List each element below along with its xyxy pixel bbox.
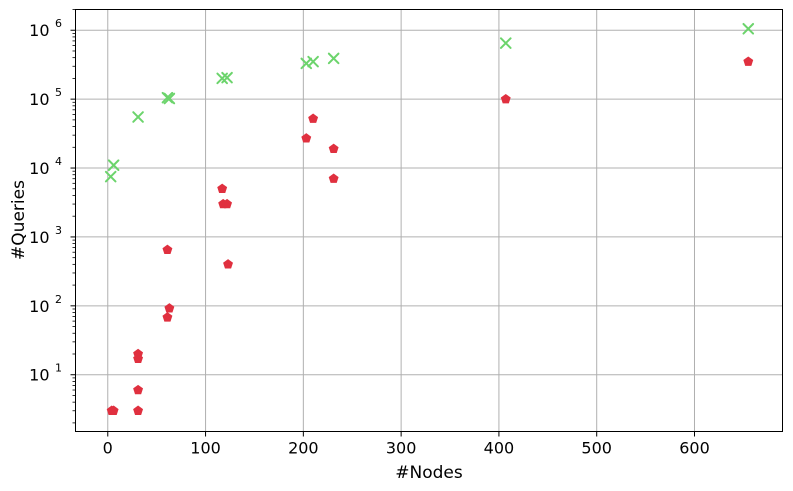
y-tick-label: 10 bbox=[29, 21, 49, 40]
pentagon-marker-point bbox=[500, 93, 511, 104]
pentagon-marker-point bbox=[164, 303, 175, 313]
y-tick-exponent: 2 bbox=[55, 293, 62, 306]
y-tick-label: 10 bbox=[29, 228, 49, 247]
y-tick-exponent: 1 bbox=[55, 362, 62, 375]
pentagon-marker-point bbox=[308, 113, 319, 123]
x-marker-point bbox=[107, 159, 120, 171]
y-tick-label: 10 bbox=[29, 159, 49, 178]
y-tick-exponent: 3 bbox=[55, 224, 62, 237]
x-tick-label: 600 bbox=[679, 439, 710, 458]
pentagon-marker-point bbox=[133, 384, 144, 395]
pentagon-marker-point bbox=[222, 198, 233, 209]
y-tick-exponent: 4 bbox=[55, 155, 62, 168]
pentagon-marker-point bbox=[301, 133, 312, 143]
pentagon-marker-point bbox=[133, 405, 144, 415]
y-tick-label: 10 bbox=[29, 366, 49, 385]
x-marker-point bbox=[499, 37, 512, 49]
y-tick-exponent: 5 bbox=[55, 86, 62, 99]
grid-lines bbox=[75, 9, 783, 432]
pentagon-marker-point bbox=[328, 143, 339, 154]
data-points bbox=[104, 22, 755, 415]
x-marker-point bbox=[104, 170, 117, 183]
y-tick-exponent: 6 bbox=[55, 17, 62, 30]
x-axis-ticks: 0 100 200 300 400 500 600 bbox=[103, 431, 710, 458]
x-marker-point bbox=[327, 52, 340, 65]
x-tick-label: 500 bbox=[581, 439, 612, 458]
y-axis-ticks: 10 1 10 2 10 3 10 4 10 5 10 6 bbox=[29, 9, 76, 424]
x-marker-point bbox=[221, 71, 233, 84]
pentagon-marker-point bbox=[743, 56, 754, 66]
pentagon-marker-point bbox=[217, 183, 228, 193]
x-tick-label: 400 bbox=[484, 439, 515, 458]
x-marker-point bbox=[163, 92, 176, 105]
pentagon-marker-point bbox=[162, 312, 173, 322]
pentagon-marker-point bbox=[328, 173, 339, 183]
y-tick-label: 10 bbox=[29, 90, 49, 109]
pentagon-marker-point bbox=[133, 348, 144, 359]
x-marker-point bbox=[742, 22, 755, 35]
x-marker-point bbox=[307, 55, 319, 68]
pentagon-marker-point bbox=[223, 259, 233, 269]
y-tick-label: 10 bbox=[29, 297, 49, 316]
x-tick-label: 300 bbox=[386, 439, 417, 458]
x-tick-label: 200 bbox=[288, 439, 319, 458]
x-axis-title: #Nodes bbox=[395, 463, 463, 483]
x-marker-point bbox=[132, 111, 144, 123]
x-tick-label: 0 bbox=[103, 439, 113, 458]
x-tick-label: 100 bbox=[190, 439, 221, 458]
pentagon-marker-point bbox=[108, 405, 119, 415]
plot-frame bbox=[75, 9, 783, 432]
y-axis-title: #Queries bbox=[9, 180, 29, 260]
pentagon-marker-point bbox=[162, 244, 173, 255]
